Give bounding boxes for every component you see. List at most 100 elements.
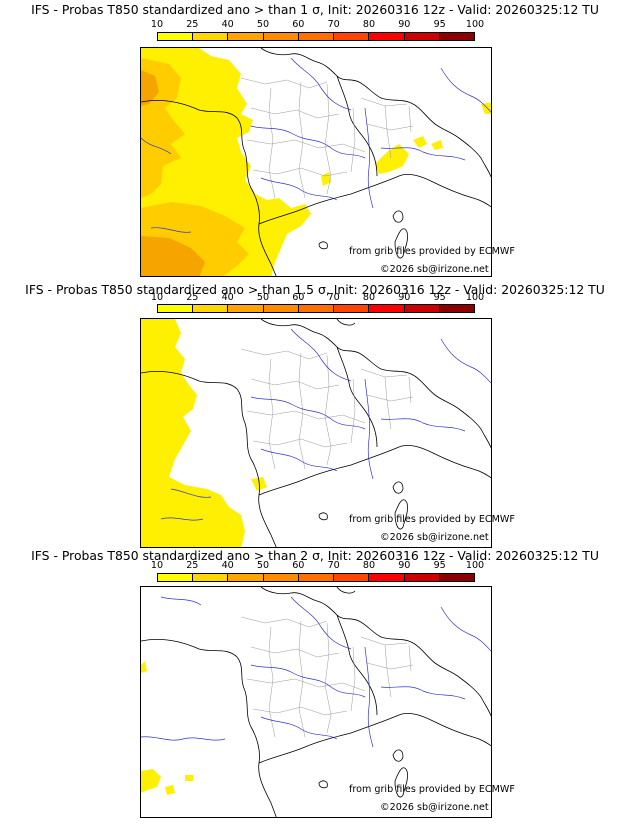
colorbar-tick: 60	[292, 560, 305, 571]
colorbar-tick: 40	[221, 19, 234, 30]
river-line	[380, 418, 466, 432]
border-line	[318, 241, 328, 250]
river-line	[440, 606, 491, 652]
border-line	[392, 210, 404, 223]
colorbar-tick: 10	[150, 292, 164, 303]
colorbar-tick: 10	[150, 19, 164, 30]
border-line	[141, 371, 277, 547]
map-graphic	[141, 587, 491, 817]
colorbar-tick: 100	[465, 560, 485, 571]
colorbar-segment	[369, 33, 405, 40]
colorbar-segment	[334, 305, 370, 312]
probability-map	[140, 318, 492, 548]
probability-area	[141, 319, 245, 547]
colorbar-segment	[404, 305, 440, 312]
river-line	[290, 328, 352, 382]
credit-source: from grib files provided by ECMWF	[349, 514, 515, 525]
border-line	[141, 639, 277, 817]
colorbar-segment	[298, 305, 335, 312]
colorbar-tick: 95	[433, 292, 446, 303]
colorbar-segment	[334, 33, 370, 40]
panel-title: IFS - Probas T850 standardized ano > tha…	[31, 2, 599, 17]
credit-source: from grib files provided by ECMWF	[349, 246, 515, 257]
river-line	[160, 596, 202, 606]
colorbar-tick: 80	[362, 560, 376, 571]
border-line	[336, 587, 356, 594]
river-line	[364, 107, 374, 209]
colorbar-segment	[298, 33, 335, 40]
colorbar-segment	[158, 305, 194, 312]
colorbar-tick: 70	[327, 19, 340, 30]
border-line	[336, 319, 356, 326]
colorbar-tick: 60	[292, 19, 305, 30]
border-line	[336, 346, 378, 448]
region-line	[360, 97, 414, 159]
border-line	[258, 713, 491, 764]
river-line	[260, 716, 338, 740]
river-line	[290, 596, 352, 650]
river-line	[440, 67, 491, 113]
colorbar-segment	[263, 574, 299, 581]
colorbar-tick: 50	[256, 560, 270, 571]
river-line	[260, 177, 338, 201]
map-panel-2: IFS - Probas T850 standardized ano > tha…	[0, 276, 630, 548]
colorbar-tick: 70	[327, 560, 340, 571]
map-graphic	[141, 319, 491, 547]
colorbar-segment	[439, 305, 474, 312]
probability-area	[413, 136, 427, 148]
colorbar-tick: 50	[256, 292, 270, 303]
probability-area	[481, 102, 491, 114]
border-line	[258, 445, 491, 496]
panel-title: IFS - Probas T850 standardized ano > tha…	[31, 548, 599, 563]
river-line	[364, 646, 374, 748]
colorbar-tick: 25	[186, 560, 199, 571]
border-line	[394, 767, 408, 798]
river-line	[260, 448, 338, 472]
colorbar-tick: 90	[398, 292, 411, 303]
border-line	[258, 174, 491, 225]
border-line	[394, 499, 408, 530]
border-line	[141, 100, 277, 276]
border-line	[392, 481, 404, 494]
region-line	[240, 616, 366, 738]
river-line	[141, 736, 226, 741]
colorbar	[157, 32, 475, 41]
river-line	[380, 686, 466, 700]
river-line	[250, 396, 366, 430]
probability-map	[140, 586, 492, 818]
border-line	[260, 587, 491, 717]
colorbar-segment	[228, 305, 264, 312]
colorbar-segment	[369, 305, 405, 312]
border-line	[394, 228, 408, 259]
probability-area	[165, 785, 175, 795]
river-line	[380, 147, 466, 161]
colorbar-ticks: 10 25 40 50 60 70 80 90 95 100	[151, 292, 484, 304]
region-line	[360, 368, 414, 430]
region-line	[360, 636, 414, 698]
credit-source: from grib files provided by ECMWF	[349, 784, 515, 795]
credit-copyright: ©2026 sb@irizone.net	[380, 532, 489, 543]
probability-area	[141, 70, 159, 106]
colorbar-segment	[228, 574, 264, 581]
border-line	[318, 512, 328, 521]
border-line	[260, 48, 491, 178]
colorbar-tick: 95	[433, 19, 446, 30]
border-line	[336, 75, 378, 177]
river-line	[141, 137, 192, 233]
colorbar-tick: 25	[186, 292, 199, 303]
panel-title: IFS - Probas T850 standardized ano > tha…	[25, 282, 605, 297]
border-line	[260, 319, 491, 449]
border-line	[336, 614, 378, 716]
colorbar-segment	[193, 33, 229, 40]
probability-area	[141, 661, 147, 673]
probability-area	[431, 140, 443, 150]
colorbar-segment	[298, 574, 335, 581]
colorbar-segment	[404, 574, 440, 581]
probability-area	[141, 769, 161, 793]
region-line	[240, 77, 366, 199]
colorbar-segment	[158, 574, 194, 581]
colorbar-segment	[228, 33, 264, 40]
river-line	[364, 378, 374, 480]
probability-map	[140, 47, 492, 277]
credit-copyright: ©2026 sb@irizone.net	[380, 802, 489, 813]
